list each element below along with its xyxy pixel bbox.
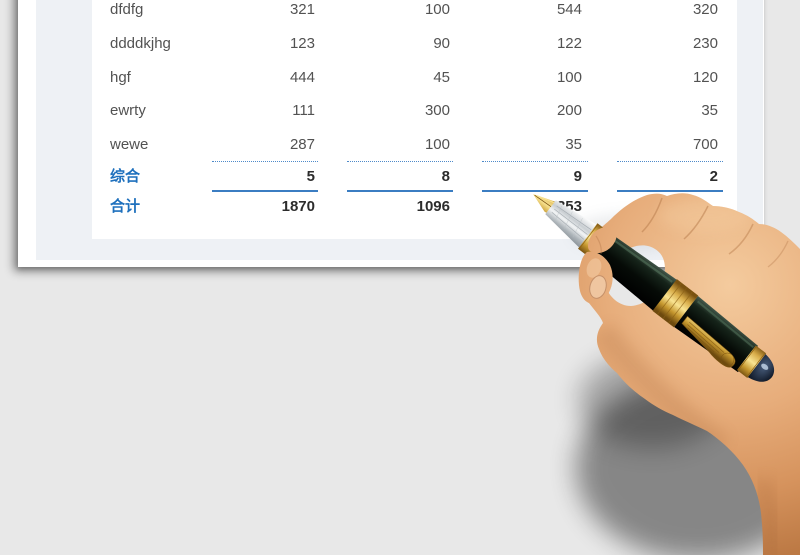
cell-value: 230	[692, 35, 718, 52]
solid-rule-segment	[482, 190, 588, 192]
pen-finial	[747, 354, 775, 382]
cell-value: 287	[289, 136, 315, 153]
cell-value: 544	[556, 1, 582, 18]
cell-value: 9	[573, 168, 582, 185]
row-label: ewrty	[110, 102, 146, 119]
cell-value: 111	[292, 102, 315, 119]
cell-value: 444	[289, 69, 315, 86]
row-label: wewe	[110, 136, 149, 153]
table-row-total: 合计 1870 1096 1353	[0, 197, 800, 217]
thumb	[578, 226, 617, 304]
cell-value: 320	[692, 1, 718, 18]
spreadsheet-card	[18, 0, 764, 267]
cell-value: 35	[701, 102, 718, 119]
cell-value: 200	[556, 102, 582, 119]
pen-clip	[681, 315, 736, 368]
cell-value: 5	[306, 168, 315, 185]
row-label: 综合	[110, 168, 141, 185]
solid-rule-segment	[212, 190, 318, 192]
pen-barrel	[589, 232, 679, 312]
fountain-pen	[533, 194, 775, 382]
row-label: hgf	[110, 69, 131, 86]
cell-value: 8	[441, 168, 450, 185]
cell-value: 122	[556, 35, 582, 52]
hand-holding-pen-photo	[533, 193, 800, 555]
dotted-rule-segment	[212, 161, 318, 162]
pen-cap	[674, 296, 759, 373]
pen-band	[652, 279, 699, 328]
table-row-subtotal: 综合 5 8 9 2	[0, 167, 800, 187]
cell-value: 2	[709, 168, 718, 185]
cell-value: 35	[565, 136, 582, 153]
table-row: dfdfg 321 100 544 320	[0, 0, 800, 20]
cell-value: 100	[424, 136, 450, 153]
table-row: ewrty 111 300 200 35	[0, 101, 800, 121]
table-row: wewe 287 100 35 700	[0, 135, 800, 155]
card-inner-mat	[36, 0, 763, 260]
cell-value: 45	[433, 69, 450, 86]
cell-value: 100	[424, 1, 450, 18]
cell-value: 300	[424, 102, 450, 119]
row-label: 合计	[110, 198, 141, 215]
cell-value: 90	[433, 35, 450, 52]
cell-value: 700	[692, 136, 718, 153]
table-row: ddddkjhg 123 90 122 230	[0, 34, 800, 54]
row-label: ddddkjhg	[110, 35, 171, 52]
solid-rule-segment	[617, 190, 723, 192]
cell-value: 100	[556, 69, 582, 86]
cell-value: 1870	[281, 198, 315, 215]
solid-rule-segment	[347, 190, 453, 192]
cell-value: 321	[289, 1, 315, 18]
cell-value: 123	[289, 35, 315, 52]
table-row: hgf 444 45 100 120	[0, 68, 800, 88]
thumbnail	[589, 275, 607, 299]
dotted-rule-segment	[482, 161, 588, 162]
cell-value: 1096	[416, 198, 450, 215]
cell-value: 120	[692, 69, 718, 86]
row-label: dfdfg	[110, 1, 144, 18]
dotted-rule-segment	[347, 161, 453, 162]
dotted-rule-segment	[617, 161, 723, 162]
sheet-area	[92, 0, 737, 239]
